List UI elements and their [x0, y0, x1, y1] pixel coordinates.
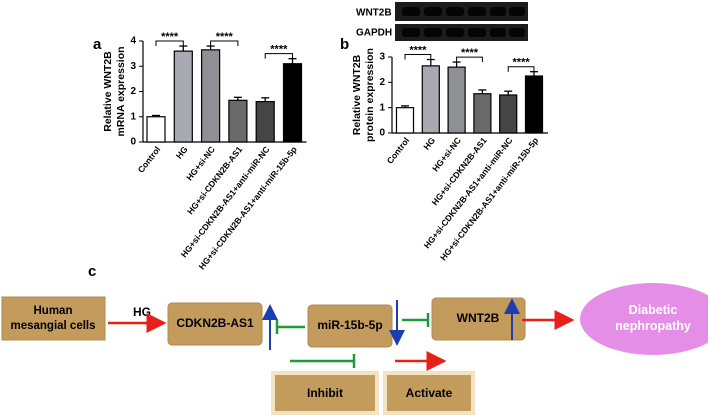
bar	[255, 100, 275, 143]
x-tick-label: Control	[385, 135, 412, 165]
significance-label: ****	[513, 57, 531, 69]
y-axis-label: Relative WNT2B	[102, 51, 114, 132]
outcome-ellipse	[580, 283, 708, 355]
x-tick-label: HG+si-CDKN2B-AS1+anti-miR-15b-5p	[438, 135, 540, 262]
node-label: Human mesangial cells	[10, 305, 95, 332]
node-label: WNT2B	[457, 311, 500, 325]
y-axis-label: protein expression	[364, 48, 376, 142]
legend-box	[383, 371, 475, 415]
node-label: miR-15b-5p	[317, 318, 382, 332]
significance-label: ****	[161, 31, 179, 43]
significance-bracket	[404, 54, 432, 60]
y-axis-label: Relative WNT2B	[351, 54, 363, 135]
legend-label: Activate	[406, 386, 453, 400]
y-tick-label: 0	[130, 137, 136, 148]
bar	[200, 49, 221, 143]
x-tick-label: HG	[421, 135, 437, 152]
bar	[282, 63, 303, 143]
diagram: c Human mesangial cells HG CDKN2B-AS1 miR…	[1, 263, 708, 415]
x-tick-label: HG	[174, 144, 190, 161]
bar	[447, 66, 466, 134]
y-tick-label: 3	[130, 61, 136, 72]
y-tick-label: 4	[130, 36, 136, 47]
legend-label: Inhibit	[307, 386, 343, 400]
y-tick-label: 2	[379, 77, 385, 88]
stimulus-label: HG	[133, 305, 151, 319]
significance-bracket	[264, 53, 293, 59]
bar	[173, 50, 193, 143]
significance-label: ****	[270, 44, 288, 56]
significance-label: ****	[409, 44, 427, 56]
node-label: CDKN2B-AS1	[176, 316, 254, 330]
y-tick-label: 0	[379, 128, 385, 139]
panel-label: a	[93, 36, 102, 53]
node-box	[167, 302, 263, 346]
significance-label: ****	[216, 31, 234, 43]
outcome-label: Diabetic nephropathy	[615, 303, 691, 333]
blot-label: WNT2B	[356, 8, 392, 19]
y-tick-label: 1	[379, 102, 385, 113]
bar	[473, 93, 492, 134]
significance-bracket	[456, 56, 483, 63]
y-tick-label: 3	[379, 52, 385, 63]
significance-label: ****	[461, 47, 479, 59]
significance-bracket	[155, 40, 184, 47]
node-box	[1, 296, 106, 341]
y-axis-label: mRNA expression	[115, 46, 127, 136]
bar	[146, 116, 166, 143]
bar	[524, 75, 544, 134]
bar	[395, 107, 415, 134]
y-tick-label: 2	[130, 86, 136, 97]
node-box	[307, 304, 393, 348]
x-tick-label: Control	[136, 144, 163, 174]
panel-label: c	[88, 263, 96, 280]
bar	[499, 94, 518, 134]
significance-bracket	[507, 66, 535, 72]
bar	[228, 99, 248, 143]
bar	[421, 65, 440, 134]
panel-label: b	[340, 36, 349, 53]
blot-label: GAPDH	[356, 28, 392, 39]
y-tick-label: 1	[130, 111, 136, 122]
legend-box	[271, 371, 379, 415]
western-blot: WNT2B GAPDH	[356, 2, 528, 41]
significance-bracket	[210, 40, 239, 47]
